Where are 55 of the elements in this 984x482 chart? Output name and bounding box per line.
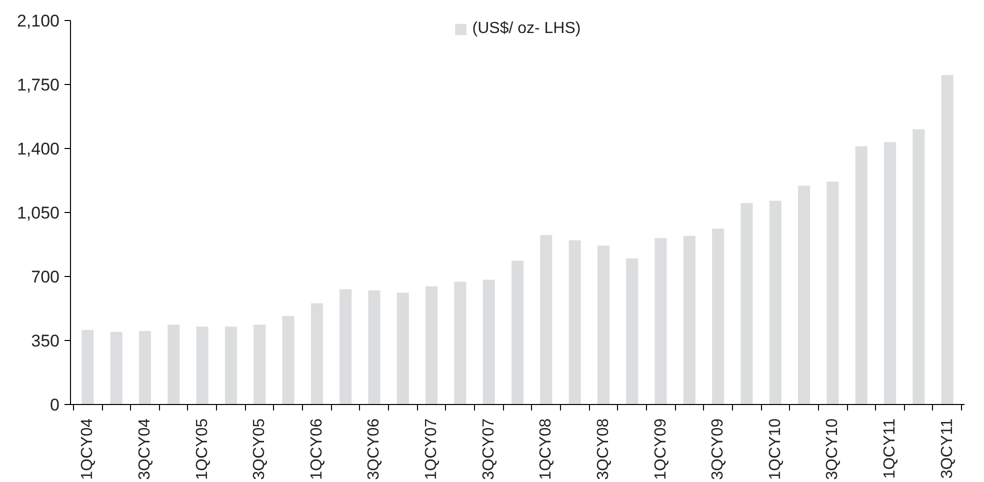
x-tick-label: 3QCY06 [366, 418, 383, 480]
bar [712, 228, 724, 404]
bar [912, 129, 925, 404]
bar [511, 260, 524, 404]
x-tick-label: 3QCY08 [594, 418, 612, 480]
bar [254, 324, 266, 404]
x-tick-label: 1QCY06 [308, 418, 326, 480]
y-tick-label: 1,050 [16, 204, 60, 222]
bar [884, 142, 896, 404]
legend-label: (US$/ oz- LHS) [472, 20, 581, 38]
bar [568, 240, 581, 404]
x-tick-label: 3QCY09 [710, 418, 727, 480]
y-tick-label: 0 [50, 396, 60, 414]
bar [683, 236, 696, 404]
bar [340, 289, 352, 404]
bar [396, 292, 409, 404]
bar [426, 286, 438, 404]
bar [454, 282, 466, 404]
bar [597, 246, 610, 404]
x-tick-label: 1QCY10 [766, 418, 784, 480]
bar [196, 326, 208, 404]
bar [224, 326, 237, 404]
x-tick-label: 3QCY10 [824, 418, 842, 480]
bar [826, 182, 839, 404]
x-tick-label: 1QCY08 [538, 418, 555, 480]
bar [626, 258, 638, 404]
x-tick-label: 1QCY07 [423, 418, 440, 480]
bar [138, 330, 152, 404]
x-tick-label: 3QCY07 [480, 418, 498, 480]
y-tick-label: 350 [31, 332, 60, 350]
y-tick-label: 1,400 [16, 140, 60, 158]
x-tick-label: 3QCY05 [251, 418, 268, 480]
bar [654, 238, 667, 404]
bar [855, 146, 868, 404]
x-tick-label: 1QCY05 [194, 418, 211, 480]
bar [740, 202, 753, 404]
bar [368, 290, 380, 404]
bar [540, 234, 552, 404]
x-tick-label: 3QCY04 [136, 418, 154, 480]
bar [82, 330, 94, 404]
bar [310, 303, 323, 404]
x-tick-label: 3QCY11 [938, 418, 956, 479]
x-tick-label: 1QCY04 [79, 418, 96, 480]
y-tick-label: 1,750 [16, 76, 60, 94]
bar [769, 200, 782, 404]
y-tick-label: 2,100 [16, 12, 60, 30]
y-tick-label: 700 [31, 268, 60, 286]
bar [110, 332, 122, 404]
bar [168, 324, 180, 404]
bar [282, 316, 294, 404]
bar [941, 74, 954, 404]
x-tick-label: 1QCY09 [652, 418, 670, 480]
bar [482, 280, 495, 404]
bar [798, 186, 810, 404]
x-tick-label: 1QCY11 [882, 418, 898, 479]
